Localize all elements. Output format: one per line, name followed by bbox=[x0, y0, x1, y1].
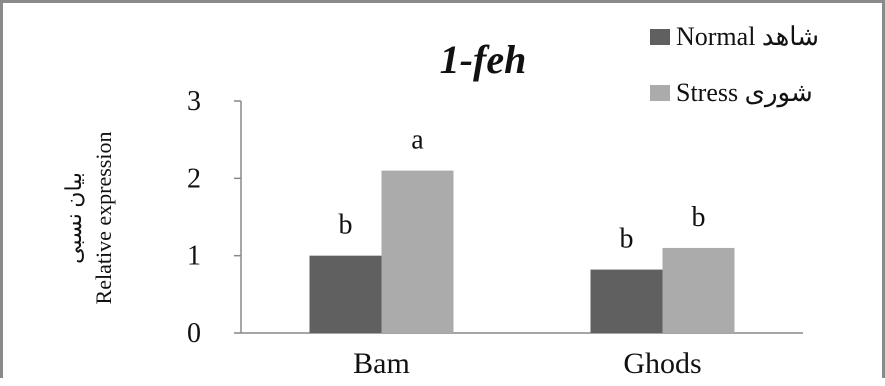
legend-label: Normal شاهد bbox=[676, 22, 819, 51]
data-label: b bbox=[692, 202, 706, 233]
bar-ghods-series-1 bbox=[662, 247, 735, 333]
y-axis-label: بیان نسبی Relative expression bbox=[61, 132, 116, 305]
bar-bam-series-1 bbox=[381, 170, 454, 333]
legend: Normal شاهد Stress شوری bbox=[650, 22, 819, 108]
legend-swatch bbox=[650, 29, 670, 45]
x-tick-label-bam: Bam bbox=[353, 347, 410, 380]
legend-label: Stress شوری bbox=[676, 78, 813, 108]
bar-ghods-series-0 bbox=[590, 269, 663, 333]
y-tick-label: 0 bbox=[187, 318, 201, 349]
y-tick-label: 2 bbox=[187, 163, 201, 194]
legend-swatch bbox=[650, 85, 670, 101]
x-tick-label-ghods: Ghods bbox=[623, 347, 701, 380]
bar-chart: 1-feh بیان نسبی Relative expression 0 1 2 3… bbox=[61, 22, 819, 380]
y-axis-label-english: Relative expression bbox=[91, 132, 116, 305]
y-tick-label: 1 bbox=[187, 241, 201, 272]
bar-bam-series-0 bbox=[309, 255, 382, 333]
data-label: a bbox=[411, 125, 424, 156]
data-labels-group: b a b b bbox=[339, 125, 706, 255]
y-axis-label-persian: بیان نسبی bbox=[61, 172, 86, 264]
data-label: b bbox=[339, 210, 353, 241]
y-axis-ticks: 0 1 2 3 bbox=[187, 86, 241, 349]
data-label: b bbox=[620, 224, 634, 255]
x-axis-labels: Bam Ghods bbox=[353, 347, 702, 380]
y-tick-label: 3 bbox=[187, 86, 201, 117]
bars-group bbox=[309, 170, 735, 333]
chart-title: 1-feh bbox=[440, 37, 527, 82]
